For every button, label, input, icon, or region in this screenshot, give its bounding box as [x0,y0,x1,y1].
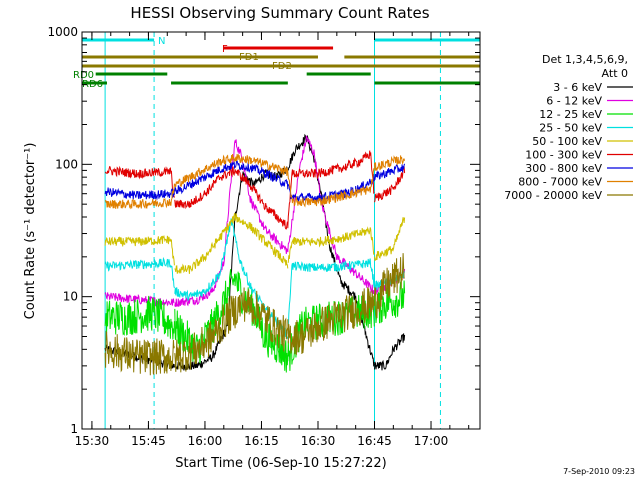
series-line [287,287,375,355]
series-line [104,330,175,376]
y-axis: 1 10 100 1000 [47,25,480,436]
y-tick-label: 100 [55,157,78,171]
x-tick-label: 16:15 [244,434,279,448]
flag-label: N [158,36,165,47]
series-line [374,253,405,319]
legend-entry-label: 3 - 6 keV [553,81,602,94]
flag-label: F [222,44,228,55]
x-tick-label: 16:30 [301,434,336,448]
legend-entry-label: 50 - 100 keV [532,135,602,148]
series-line [174,166,288,230]
series-layer [104,133,406,376]
series-line [104,295,175,340]
y-tick-label: 10 [63,290,78,304]
x-tick-label: 15:45 [131,434,166,448]
x-tick-label: 16:45 [357,434,392,448]
y-axis-label: Count Rate (s⁻¹ detector⁻¹) [23,143,38,320]
series-line [174,269,289,373]
series-line [174,139,289,307]
y-tick-label: 1000 [47,25,78,39]
series-line [287,150,375,229]
flag-label: FD1 [239,52,259,63]
chart-title: HESSI Observing Summary Count Rates [130,4,429,22]
x-axis-label: Start Time (06-Sep-10 15:27:22) [175,456,386,471]
flag-label: FD2 [272,61,292,72]
series-line [374,217,406,261]
flag-label: RD6 [82,79,103,90]
series-line [174,213,289,274]
series-line [174,160,289,195]
legend-entry-label: 6 - 12 keV [546,95,602,108]
legend-entry-label: 100 - 300 keV [525,149,602,162]
legend-entry-label: 7000 - 20000 keV [504,189,602,202]
series-line [374,333,406,371]
series-line [374,155,406,171]
legend-entry-label: 300 - 800 keV [525,162,602,175]
series-line [374,163,406,180]
series-line [104,187,175,201]
series-line [287,258,375,334]
flag-label: RD0 [73,70,94,81]
x-axis: 15:30 15:45 16:00 16:15 16:30 16:45 17:00 [75,32,470,448]
series-line [104,183,175,210]
legend-header-line2: Att 0 [602,67,628,80]
series-line [174,287,289,373]
series-line [104,256,175,289]
series-line [374,166,406,203]
footer-timestamp: 7-Sep-2010 09:23 [563,467,635,476]
series-line [287,167,375,208]
series-line [104,291,175,307]
series-line [104,234,175,266]
legend-entry-label: 12 - 25 keV [539,108,602,121]
y-tick-label: 1 [70,422,78,436]
series-line [287,226,375,264]
legend-entry-label: 25 - 50 keV [539,122,602,135]
legend-entry-label: 800 - 7000 keV [518,176,602,189]
x-tick-label: 16:00 [188,434,223,448]
plot-frame [81,31,481,430]
series-line [174,153,289,187]
series-line [104,165,175,198]
legend-header-line1: Det 1,3,4,5,6,9, [542,53,628,66]
x-tick-label: 17:00 [414,434,449,448]
x-tick-label: 15:30 [75,434,110,448]
